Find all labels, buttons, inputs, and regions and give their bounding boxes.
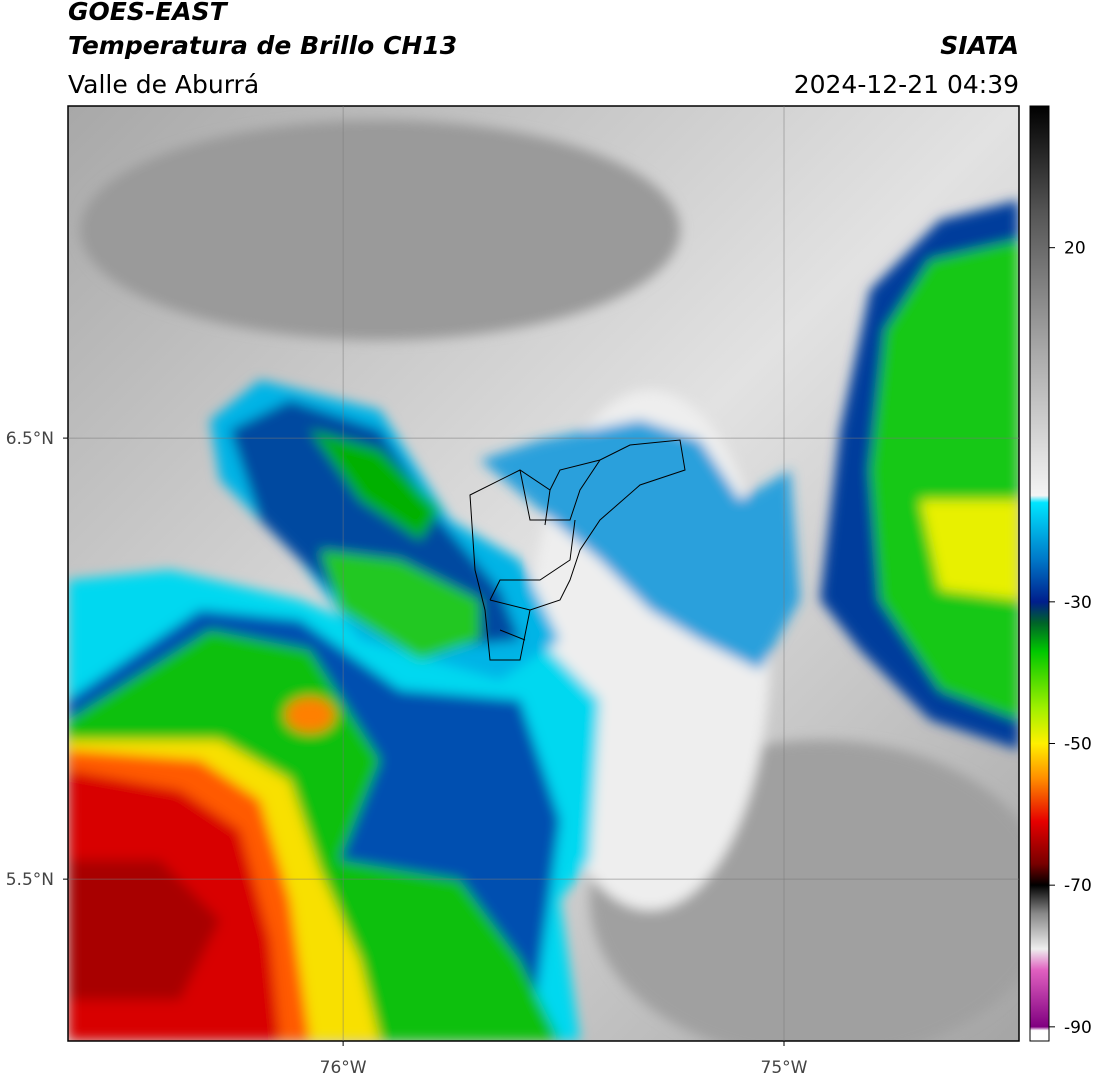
x-tick-label: 76°W xyxy=(320,1058,367,1078)
colorbar-tick-label: -50 xyxy=(1064,735,1092,755)
y-tick-label: 6.5°N xyxy=(6,429,54,449)
colorbar-tick-label: -90 xyxy=(1064,1018,1092,1038)
y-tick-label: 5.5°N xyxy=(6,870,54,890)
source: SIATA xyxy=(940,31,1019,60)
boundaries xyxy=(469,439,686,661)
colorbar-tick-label: -30 xyxy=(1064,593,1092,613)
imagery xyxy=(68,106,1019,1041)
colorbar-ticks: 20 -30 -50 -70 -90 xyxy=(1049,239,1092,1038)
x-tick-label: 75°W xyxy=(761,1058,808,1078)
product: Temperatura de Brillo CH13 xyxy=(68,31,457,60)
datetime: 2024-12-21 04:39 xyxy=(794,70,1019,99)
satellite: GOES-EAST xyxy=(68,0,229,26)
colorbar-tick-label: 20 xyxy=(1064,239,1086,259)
region: Valle de Aburrá xyxy=(68,70,259,99)
grid: 76°W 75°W 6.5°N 5.5°N xyxy=(6,106,1019,1078)
map-frame xyxy=(67,105,1020,1042)
colorbar-tick-label: -70 xyxy=(1064,876,1092,896)
colorbar xyxy=(1029,105,1050,1042)
